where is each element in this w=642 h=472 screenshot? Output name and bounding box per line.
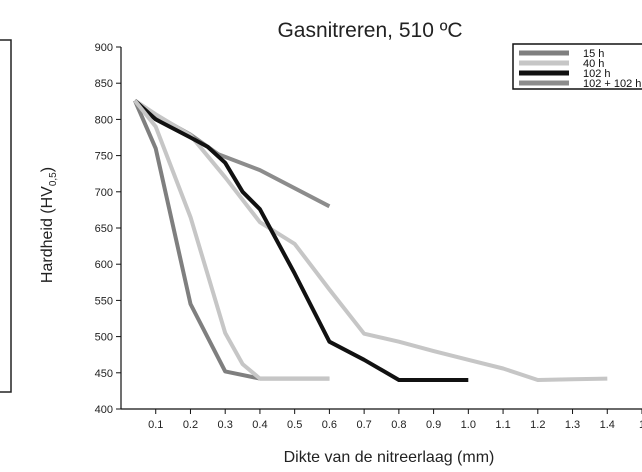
legend-label: 15 h [583, 48, 604, 60]
y-tick-label: 650 [95, 223, 113, 235]
y-tick-label: 850 [95, 78, 113, 90]
y-tick-label: 750 [95, 151, 113, 163]
x-tick-label: 0.1 [148, 419, 163, 431]
x-tick-label: 1.2 [530, 419, 545, 431]
x-tick-label: 1 [639, 419, 642, 431]
x-tick-label: 1.3 [565, 419, 580, 431]
y-tick-label: 900 [95, 42, 113, 54]
y-tick-label: 600 [95, 259, 113, 271]
plot-area: 400 450 500 550 600 650 700 750 800 850 900 0.1 0.2 0… [95, 42, 642, 431]
y-tick-label: 550 [95, 295, 113, 307]
y-tick-label: 500 [95, 332, 113, 344]
x-tick-label: 1.0 [461, 419, 476, 431]
y-axis-title-close: ) [39, 167, 56, 172]
legend-label: 102 + 102 h [583, 78, 641, 90]
y-axis-title-main: Hardheid (HV [39, 186, 56, 283]
legend-label: 102 h [583, 68, 611, 80]
chart-title: Gasnitreren, 510 ºC [277, 19, 462, 42]
x-tick-label: 0.6 [322, 419, 337, 431]
y-axis-title-sub: 0,5 [48, 172, 59, 186]
svg-text:Hardheid (HV0,5): Hardheid (HV0,5) [39, 167, 59, 283]
x-tick-label: 0.5 [287, 419, 302, 431]
left-frame [0, 39, 12, 393]
x-axis-title: Dikte van de nitreerlaag (mm) [284, 449, 495, 466]
x-tick-label: 0.4 [252, 419, 267, 431]
series-line [133, 99, 330, 381]
y-tick-label: 450 [95, 368, 113, 380]
series-line [133, 99, 330, 381]
y-tick-label: 800 [95, 114, 113, 126]
x-tick-label: 0.7 [356, 419, 371, 431]
series-line [133, 98, 608, 382]
x-tick-label: 0.8 [391, 419, 406, 431]
y-tick-label: 400 [95, 404, 113, 416]
x-tick-label: 0.2 [183, 419, 198, 431]
x-tick-label: 0.3 [218, 419, 233, 431]
legend-label: 40 h [583, 58, 604, 70]
x-tick-label: 0.9 [426, 419, 441, 431]
series-line [133, 99, 469, 382]
y-tick-label: 700 [95, 187, 113, 199]
x-tick-label: 1.4 [600, 419, 615, 431]
y-axis-title: Hardheid (HV0,5) [39, 167, 59, 283]
x-tick-label: 1.1 [495, 419, 510, 431]
